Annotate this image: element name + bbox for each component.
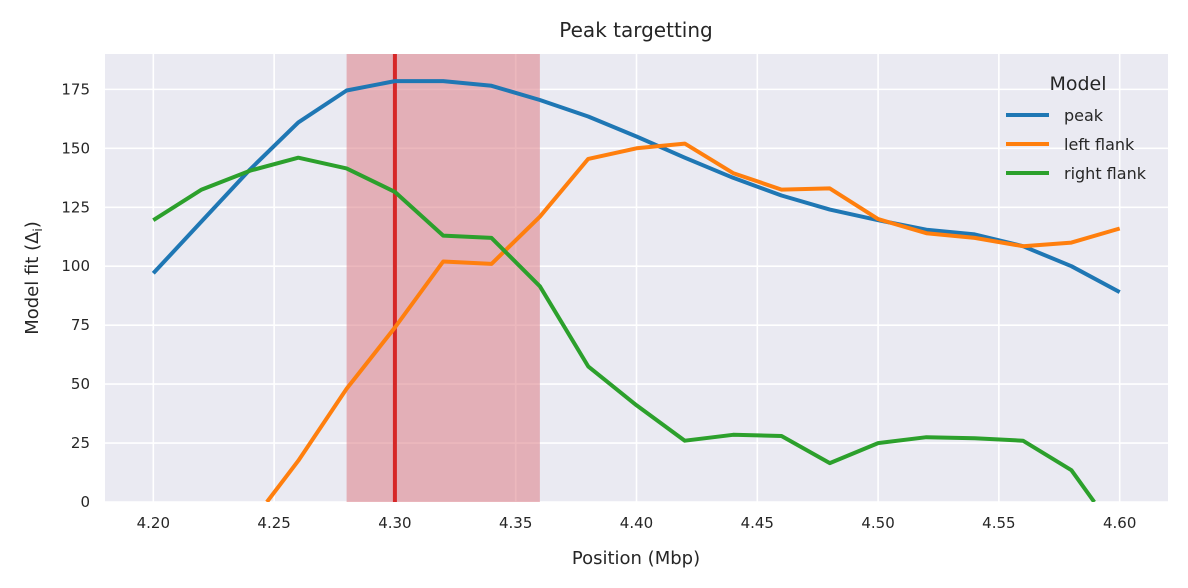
x-tick-labels: 4.20 4.25 4.30 4.35 4.40 4.45 4.50 4.55 4.60 <box>137 514 1137 532</box>
y-tick-labels: 0 25 50 75 100 125 150 175 <box>61 80 90 511</box>
y-axis-label-main: Model fit (Δ <box>22 231 43 335</box>
legend-label: left flank <box>1064 135 1135 154</box>
x-tick-label: 4.30 <box>378 514 411 532</box>
legend-title: Model <box>1049 73 1106 95</box>
series-line-peak <box>151 79 1121 294</box>
y-tick-label: 25 <box>71 434 90 452</box>
y-axis-label-tail: ) <box>22 221 43 228</box>
x-tick-label: 4.45 <box>741 514 774 532</box>
x-tick-label: 4.25 <box>257 514 290 532</box>
legend-label: right flank <box>1064 164 1147 183</box>
x-tick-label: 4.50 <box>861 514 894 532</box>
y-tick-label: 100 <box>61 257 90 275</box>
y-tick-label: 50 <box>71 375 90 393</box>
series-line-left-flank <box>265 141 1121 502</box>
highlight-region <box>346 54 540 502</box>
chart-title: Peak targetting <box>559 18 712 42</box>
series-lines <box>151 79 1121 502</box>
y-axis-label-subscript: i <box>31 228 45 231</box>
x-tick-label: 4.35 <box>499 514 532 532</box>
y-tick-label: 125 <box>61 198 90 216</box>
series-line-right-flank <box>152 155 1096 502</box>
y-tick-label: 0 <box>80 493 90 511</box>
x-axis-label: Position (Mbp) <box>572 548 700 569</box>
y-tick-label: 150 <box>61 139 90 157</box>
legend: Model peak left flank right flank <box>1006 73 1147 183</box>
highlight-layer <box>346 54 540 502</box>
x-tick-label: 4.55 <box>982 514 1015 532</box>
y-axis-label: Model fit (Δi) <box>22 221 45 335</box>
legend-label: peak <box>1064 106 1104 125</box>
y-tick-label: 75 <box>71 316 90 334</box>
x-tick-label: 4.60 <box>1103 514 1136 532</box>
y-tick-label: 175 <box>61 80 90 98</box>
x-tick-label: 4.20 <box>137 514 170 532</box>
x-tick-label: 4.40 <box>620 514 653 532</box>
